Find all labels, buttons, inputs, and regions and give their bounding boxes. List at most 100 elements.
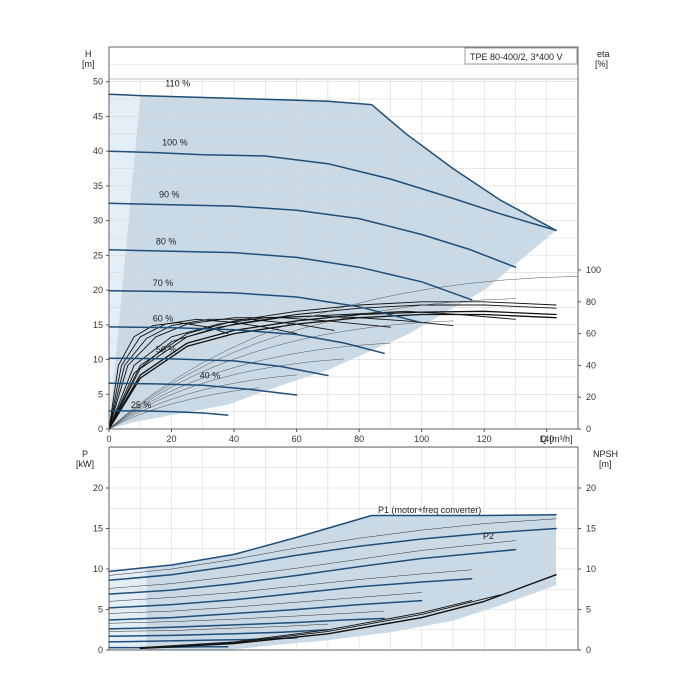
top-chart-speed-labels: 110 % 100 % 90 % 80 % 70 % 60 % 50 % 40 % 25 % xyxy=(131,79,220,411)
x-tick-label: 120 xyxy=(477,434,492,444)
speed-label: 90 % xyxy=(159,190,180,200)
speed-label: 110 % xyxy=(165,79,190,89)
y2-tick-label: 0 xyxy=(586,424,591,434)
iso-line xyxy=(108,276,579,430)
speed-label: 60 % xyxy=(153,313,174,323)
iso-line xyxy=(108,298,516,430)
iso-line xyxy=(108,387,260,430)
speed-curve xyxy=(108,326,385,355)
speed-label: 50 % xyxy=(156,345,177,355)
speed-curve xyxy=(108,290,423,324)
y2-tick-label: 40 xyxy=(586,360,596,370)
speed-label: 40 % xyxy=(200,370,221,380)
y-tick-label: 45 xyxy=(93,111,103,121)
x-tick-label: 60 xyxy=(292,434,302,444)
efficiency-curve xyxy=(108,322,229,430)
envelope-light-region xyxy=(109,94,141,429)
y-tick-label: 10 xyxy=(93,564,103,574)
chart-title-box xyxy=(464,47,578,65)
bottom-chart-power-curves xyxy=(108,513,557,649)
top-y-label-unit: [m] xyxy=(82,59,95,69)
y-tick-label: 25 xyxy=(93,250,103,260)
x-tick-label: 40 xyxy=(229,434,239,444)
npsh-curve xyxy=(139,600,473,649)
npsh-curve xyxy=(139,594,501,649)
bottom-y-label-symbol: P xyxy=(82,449,88,459)
bottom-y-label-unit: [kW] xyxy=(76,459,94,469)
speed-curve xyxy=(108,382,298,396)
p2-curve xyxy=(108,617,385,630)
y-tick-label: 5 xyxy=(98,389,103,399)
y-tick-label: 50 xyxy=(93,77,103,87)
x-tick-label: 0 xyxy=(106,434,111,444)
x-tick-label: 80 xyxy=(354,434,364,444)
chart-title: TPE 80-400/2, 3*400 V xyxy=(470,52,563,62)
p1-curve xyxy=(108,623,329,632)
y-tick-label: 15 xyxy=(93,524,103,534)
x-tick-label: 20 xyxy=(167,434,177,444)
y-tick-label: 10 xyxy=(93,355,103,365)
p1-curve xyxy=(108,610,385,624)
efficiency-curve xyxy=(108,318,298,430)
speed-curve xyxy=(108,410,229,416)
p2-curve xyxy=(108,548,517,595)
bottom-y2-label-symbol: NPSH xyxy=(593,449,618,459)
y2-tick-label: 10 xyxy=(586,564,596,574)
y2-tick-label: 100 xyxy=(586,265,601,275)
top-chart-axes: 0 5 10 15 20 25 30 35 40 45 50 0 20 40 60 80 100 0 20 40 60 8… xyxy=(93,46,601,444)
y-tick-label: 0 xyxy=(98,645,103,655)
y-tick-label: 40 xyxy=(93,146,103,156)
top-y-label-symbol: H xyxy=(85,49,92,59)
top-plot-frame xyxy=(108,46,579,430)
speed-label: 70 % xyxy=(153,278,174,288)
iso-line xyxy=(108,358,344,430)
y2-tick-label: 20 xyxy=(586,392,596,402)
speed-label: 80 % xyxy=(156,236,177,246)
y-tick-label: 35 xyxy=(93,181,103,191)
y-tick-label: 15 xyxy=(93,320,103,330)
p1-curve xyxy=(108,540,516,589)
bottom-chart-axes: 0 5 10 15 20 0 5 10 15 20 xyxy=(93,446,596,655)
p1-envelope-curve xyxy=(108,513,557,573)
y2-tick-label: 5 xyxy=(586,605,591,615)
y-tick-label: 30 xyxy=(93,216,103,226)
y-tick-label: 5 xyxy=(98,605,103,615)
y2-tick-label: 60 xyxy=(586,329,596,339)
y2-tick-label: 0 xyxy=(586,645,591,655)
top-y2-label-symbol: eta xyxy=(597,49,610,59)
y2-tick-label: 80 xyxy=(586,297,596,307)
speed-curve xyxy=(108,249,473,301)
speed-curve xyxy=(108,150,557,232)
npsh-curve xyxy=(139,574,557,650)
efficiency-curve xyxy=(108,310,557,430)
p2-annotation: P2 xyxy=(483,531,494,541)
speed-curve xyxy=(108,202,517,268)
p1-curve xyxy=(108,569,472,602)
p2-curve xyxy=(108,577,473,609)
speed-label: 25 % xyxy=(131,400,152,410)
y2-tick-label: 20 xyxy=(586,483,596,493)
speed-label: 100 % xyxy=(162,138,188,148)
y-tick-label: 20 xyxy=(93,285,103,295)
p1-annotation: P1 (motor+freq converter) xyxy=(378,505,481,515)
bottom-y2-label-unit: [m] xyxy=(599,459,612,469)
bottom-chart-grid xyxy=(108,447,579,651)
top-chart-speed-curves xyxy=(108,93,557,416)
p1-curve xyxy=(108,518,557,576)
x-tick-label: 100 xyxy=(414,434,429,444)
top-x-label: Q [m³/h] xyxy=(540,434,573,444)
y-tick-label: 0 xyxy=(98,424,103,434)
efficiency-curve xyxy=(108,318,335,430)
bottom-chart-npsh-curves xyxy=(139,574,557,650)
p2-curve xyxy=(108,629,329,637)
iso-line xyxy=(108,320,454,430)
bottom-plot-frame xyxy=(108,446,579,651)
p2-curve xyxy=(108,527,557,582)
y2-tick-label: 15 xyxy=(586,524,596,534)
speed-curve xyxy=(108,93,557,232)
y-tick-label: 20 xyxy=(93,483,103,493)
p2-curve xyxy=(108,599,423,621)
speed-curve xyxy=(108,357,329,377)
top-y2-label-unit: [%] xyxy=(595,59,608,69)
